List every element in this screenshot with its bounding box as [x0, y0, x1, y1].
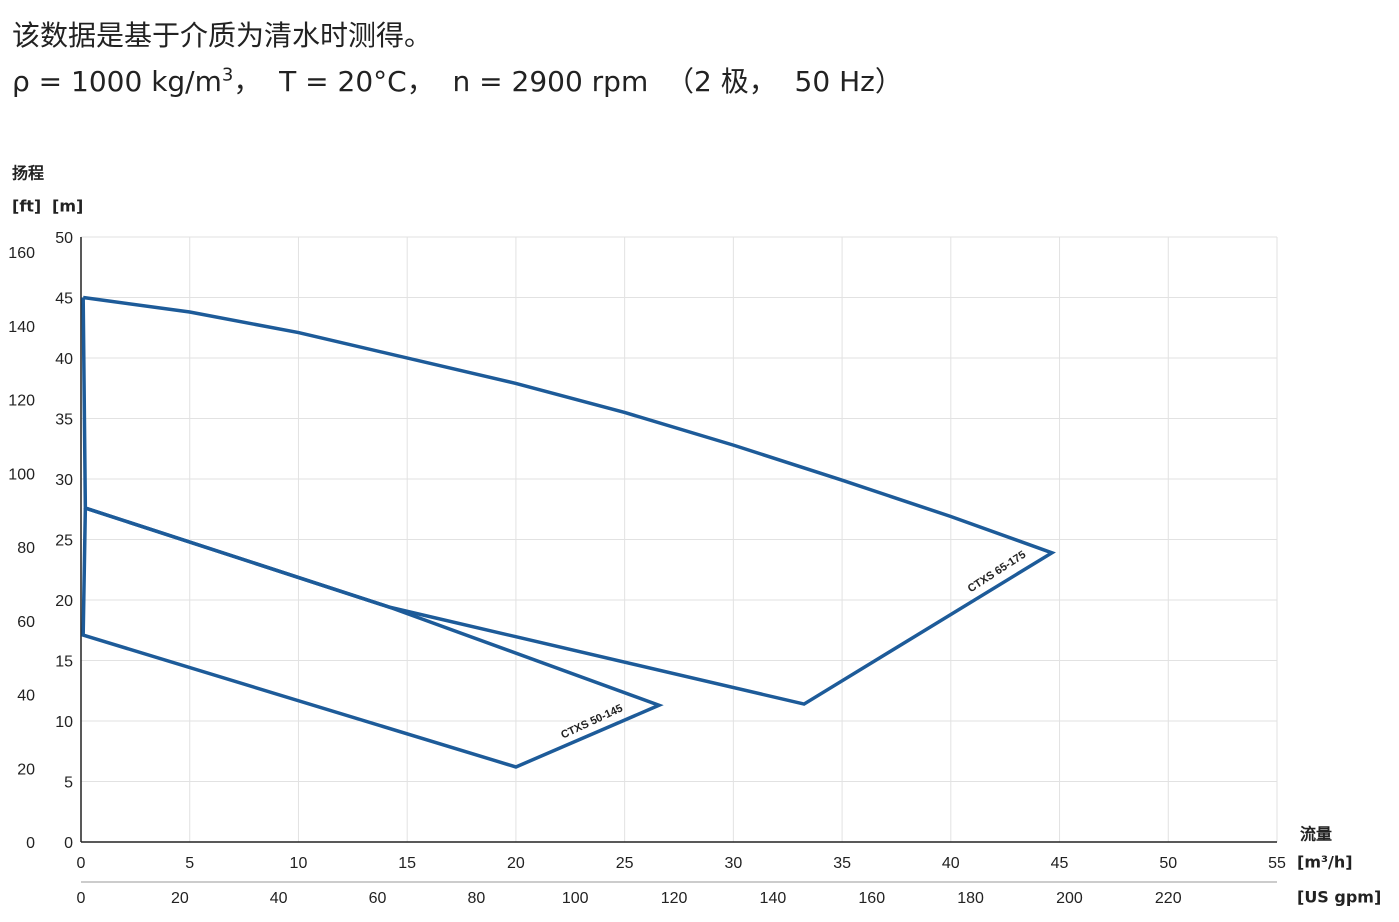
x-tick-label: 20 [507, 855, 525, 872]
x-tick-label: 25 [616, 855, 634, 872]
x2-tick-label: 200 [1056, 890, 1083, 907]
x2-tick-label: 40 [270, 890, 288, 907]
y-tick-label: 30 [55, 472, 73, 489]
y-tick-label: 5 [64, 775, 73, 792]
y2-tick-label: 60 [17, 614, 35, 631]
sup: 3 [221, 64, 234, 86]
y2-tick-label: 40 [17, 688, 35, 705]
y2-label: [ft] [12, 197, 41, 216]
y-label: [m] [52, 197, 83, 216]
y-tick-label: 25 [55, 533, 73, 550]
y2-tick-label: 0 [26, 835, 35, 852]
x-title: 流量 [1300, 825, 1332, 844]
x-tick-label: 50 [1159, 855, 1177, 872]
y2-tick-label: 100 [8, 466, 35, 483]
y-tick-label: 0 [64, 835, 73, 852]
y2-tick-label: 140 [8, 319, 35, 336]
x2-tick-label: 60 [369, 890, 387, 907]
x2-tick-label: 180 [957, 890, 984, 907]
x2-tick-label: 220 [1155, 890, 1182, 907]
x2-tick-label: 80 [467, 890, 485, 907]
y-tick-label: 40 [55, 351, 73, 368]
x2-tick-label: 0 [77, 890, 86, 907]
y2-tick-label: 160 [8, 245, 35, 262]
text: ρ = 1000 kg/m [12, 65, 222, 98]
x2-tick-label: 120 [661, 890, 688, 907]
conditions: ρ = 1000 kg/m3， T = 20°C， n = 2900 rpm （… [12, 60, 903, 100]
y2-tick-label: 20 [17, 761, 35, 778]
x-tick-label: 5 [185, 855, 194, 872]
x-tick-label: 40 [942, 855, 960, 872]
x-tick-label: 0 [77, 855, 86, 872]
x2-tick-label: 100 [562, 890, 589, 907]
y-tick-label: 50 [55, 230, 73, 247]
x2-tick-label: 140 [760, 890, 787, 907]
y-tick-label: 15 [55, 654, 73, 671]
x-tick-label: 35 [833, 855, 851, 872]
x-tick-label: 30 [724, 855, 742, 872]
x-tick-label: 45 [1051, 855, 1069, 872]
y-title: 扬程 [12, 164, 44, 183]
note: 该数据是基于介质为清水时测得。 [12, 19, 433, 52]
y-tick-label: 35 [55, 412, 73, 429]
x2-label: [US gpm] [1297, 888, 1381, 907]
x-tick-label: 10 [290, 855, 308, 872]
envelope [81, 506, 664, 769]
y2-tick-label: 120 [8, 393, 35, 410]
y-tick-label: 45 [55, 291, 73, 308]
x2-tick-label: 20 [171, 890, 189, 907]
x-tick-label: 15 [398, 855, 416, 872]
text: ， T = 20°C， n = 2900 rpm （2 极， 50 Hz） [233, 65, 903, 98]
x-label: [m³/h] [1297, 853, 1353, 872]
x2-tick-label: 160 [858, 890, 885, 907]
y-tick-label: 20 [55, 593, 73, 610]
y2-tick-label: 80 [17, 540, 35, 557]
y-tick-label: 10 [55, 714, 73, 731]
x-tick-label: 55 [1268, 855, 1286, 872]
